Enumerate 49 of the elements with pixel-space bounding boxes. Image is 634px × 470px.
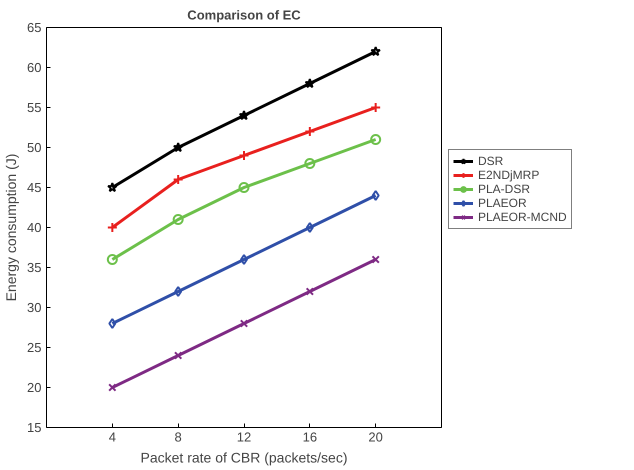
point <box>172 214 184 225</box>
y-tick-label: 65 <box>27 20 42 35</box>
point <box>304 158 316 169</box>
x-tick-label: 12 <box>236 430 252 444</box>
chart-title: Comparison of EC <box>187 8 302 22</box>
y-tick-label: 25 <box>27 340 42 355</box>
x-tick-label: 4 <box>108 430 116 444</box>
point <box>240 254 248 265</box>
point <box>106 222 118 233</box>
point <box>174 286 182 297</box>
y-tick-label: 50 <box>27 140 42 155</box>
y-tick-label: 35 <box>27 260 42 275</box>
point <box>238 150 250 161</box>
legend-label: E2NDjMRP <box>478 168 540 182</box>
y-tick-label: 45 <box>27 180 42 195</box>
y-tick-label: 40 <box>27 220 42 235</box>
y-tick-label: 15 <box>27 420 42 435</box>
x-axis-title: Packet rate of CBR (packets/sec) <box>140 450 348 466</box>
point <box>370 134 382 145</box>
x-tick-label: 20 <box>368 430 383 444</box>
y-axis-title: Energy consumption (J) <box>3 154 20 302</box>
point <box>306 287 314 296</box>
y-tick-label: 20 <box>27 380 42 395</box>
point <box>370 46 381 56</box>
point <box>306 222 314 233</box>
x-tick-label: 16 <box>302 430 318 444</box>
y-tick-label: 55 <box>27 100 42 115</box>
legend-label: PLA-DSR <box>478 182 530 196</box>
point <box>370 102 382 113</box>
point <box>172 174 184 185</box>
legend-label: DSR <box>478 154 504 168</box>
point <box>238 110 250 120</box>
point <box>304 126 316 137</box>
legend-label: PLAEOR <box>478 196 527 210</box>
legend-label: PLAEOR-MCND <box>478 210 567 224</box>
point <box>371 255 380 264</box>
point <box>372 190 380 201</box>
point <box>107 182 118 192</box>
point <box>106 254 118 265</box>
point <box>172 142 184 152</box>
point <box>108 383 117 392</box>
y-tick-label: 30 <box>27 300 42 315</box>
point <box>174 351 182 360</box>
x-tick-label: 8 <box>174 430 182 444</box>
point <box>108 318 116 329</box>
point <box>240 319 248 328</box>
y-tick-label: 60 <box>27 60 42 75</box>
point <box>304 78 316 88</box>
point <box>238 182 250 193</box>
